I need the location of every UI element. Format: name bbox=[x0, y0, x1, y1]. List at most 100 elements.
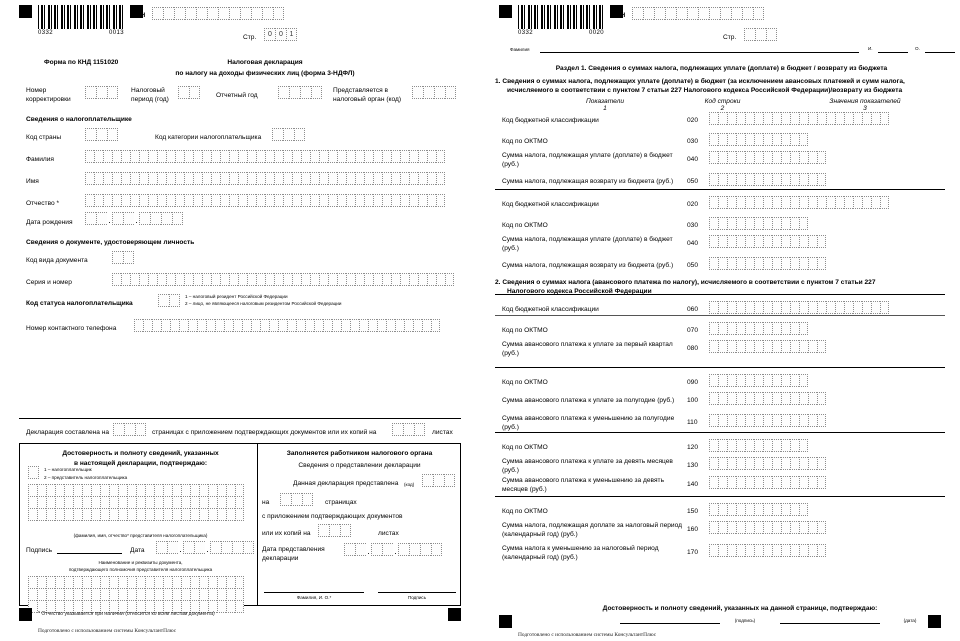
auth-doc-cell[interactable] bbox=[91, 600, 100, 613]
indicator-value-cell[interactable] bbox=[754, 322, 763, 335]
submit-year-cell[interactable] bbox=[409, 543, 420, 556]
date-day-cell[interactable] bbox=[167, 541, 178, 554]
indicator-value-cell[interactable] bbox=[763, 322, 772, 335]
signature-line[interactable] bbox=[57, 553, 122, 554]
surname-cell[interactable] bbox=[427, 150, 436, 163]
indicator-value-cell[interactable] bbox=[781, 457, 790, 470]
indicator-value-cell[interactable] bbox=[772, 235, 781, 248]
authority-cell[interactable] bbox=[445, 86, 456, 99]
indicator-value-cell[interactable] bbox=[790, 257, 799, 270]
indicator-value-cell[interactable] bbox=[754, 521, 763, 534]
page-cell[interactable] bbox=[755, 28, 766, 41]
phone-cell[interactable] bbox=[242, 319, 251, 332]
indicator-value-cell[interactable] bbox=[718, 476, 727, 489]
indicator-value-cell[interactable] bbox=[826, 301, 835, 314]
phone-cell[interactable] bbox=[179, 319, 188, 332]
auth-doc-cell[interactable] bbox=[127, 600, 136, 613]
first-name-cell[interactable] bbox=[400, 172, 409, 185]
indicator-value-cell[interactable] bbox=[754, 414, 763, 427]
indicator-value-cell[interactable] bbox=[754, 503, 763, 516]
representative-fio-cell[interactable] bbox=[163, 508, 172, 521]
indicator-value-cell[interactable] bbox=[817, 476, 826, 489]
first-name-cell[interactable] bbox=[436, 172, 445, 185]
indicator-value-cell[interactable] bbox=[817, 235, 826, 248]
submitted-code-cell[interactable] bbox=[444, 474, 455, 487]
indicator-value-cell[interactable] bbox=[817, 112, 826, 125]
auth-doc-cell[interactable] bbox=[163, 600, 172, 613]
inn-cell[interactable] bbox=[720, 7, 731, 20]
patronymic-cell[interactable] bbox=[229, 194, 238, 207]
indicator-value-cell[interactable] bbox=[745, 457, 754, 470]
inn-cell[interactable] bbox=[687, 7, 698, 20]
page-number-input[interactable] bbox=[744, 28, 777, 41]
surname-cell[interactable] bbox=[238, 150, 247, 163]
auth-doc-cell[interactable] bbox=[82, 600, 91, 613]
surname-cell[interactable] bbox=[148, 150, 157, 163]
indicator-value-cell[interactable] bbox=[745, 340, 754, 353]
document-number-cell[interactable] bbox=[175, 273, 184, 286]
indicator-value-cell[interactable] bbox=[808, 340, 817, 353]
representative-fio-cell[interactable] bbox=[100, 508, 109, 521]
document-number-cell[interactable] bbox=[157, 273, 166, 286]
indicator-value-cell[interactable] bbox=[799, 439, 808, 452]
first-name-cell[interactable] bbox=[175, 172, 184, 185]
indicator-value-cell[interactable] bbox=[754, 544, 763, 557]
first-name-cell[interactable] bbox=[355, 172, 364, 185]
birth-day-cell[interactable] bbox=[96, 212, 107, 225]
page-cell[interactable] bbox=[744, 28, 755, 41]
surname-cell[interactable] bbox=[355, 150, 364, 163]
surname-cell[interactable] bbox=[157, 150, 166, 163]
country-cell[interactable] bbox=[107, 128, 118, 141]
indicator-value-cell[interactable] bbox=[709, 457, 718, 470]
auth-doc-cell[interactable] bbox=[28, 600, 37, 613]
page-cell[interactable]: 0 bbox=[275, 28, 286, 41]
patronymic-cell[interactable] bbox=[364, 194, 373, 207]
birth-day-cell[interactable] bbox=[85, 212, 96, 225]
indicator-value-cell[interactable] bbox=[709, 217, 718, 230]
indicator-value-cell[interactable] bbox=[853, 301, 862, 314]
indicator-value-input[interactable] bbox=[709, 257, 826, 270]
submit-year-cell[interactable] bbox=[398, 543, 409, 556]
patronymic-cell[interactable] bbox=[94, 194, 103, 207]
indicator-value-cell[interactable] bbox=[880, 301, 889, 314]
indicator-value-cell[interactable] bbox=[745, 374, 754, 387]
correction-cell[interactable] bbox=[85, 86, 96, 99]
phone-cell[interactable] bbox=[413, 319, 422, 332]
indicator-value-cell[interactable] bbox=[718, 374, 727, 387]
patronymic-cell[interactable] bbox=[409, 194, 418, 207]
representative-fio-cell[interactable] bbox=[46, 508, 55, 521]
indicator-value-input[interactable] bbox=[709, 133, 808, 146]
indicator-value-cell[interactable] bbox=[745, 257, 754, 270]
indicator-value-cell[interactable] bbox=[772, 173, 781, 186]
phone-cell[interactable] bbox=[422, 319, 431, 332]
first-name-cell[interactable] bbox=[148, 172, 157, 185]
indicator-value-cell[interactable] bbox=[718, 173, 727, 186]
indicator-value-cell[interactable] bbox=[709, 151, 718, 164]
indicator-value-cell[interactable] bbox=[754, 457, 763, 470]
indicator-value-cell[interactable] bbox=[871, 196, 880, 209]
indicator-value-input[interactable] bbox=[709, 301, 889, 314]
tax-period-cell[interactable] bbox=[189, 86, 200, 99]
first-name-cell[interactable] bbox=[310, 172, 319, 185]
inn-cell[interactable] bbox=[163, 7, 174, 20]
indicator-value-cell[interactable] bbox=[754, 235, 763, 248]
document-number-cell[interactable] bbox=[139, 273, 148, 286]
document-number-cell[interactable] bbox=[364, 273, 373, 286]
phone-cell[interactable] bbox=[188, 319, 197, 332]
indicator-value-input[interactable] bbox=[709, 340, 826, 353]
document-number-cell[interactable] bbox=[445, 273, 454, 286]
indicator-value-cell[interactable] bbox=[826, 196, 835, 209]
indicator-value-cell[interactable] bbox=[799, 151, 808, 164]
indicator-value-cell[interactable] bbox=[763, 392, 772, 405]
phone-cell[interactable] bbox=[431, 319, 440, 332]
indicator-value-cell[interactable] bbox=[718, 322, 727, 335]
document-number-cell[interactable] bbox=[211, 273, 220, 286]
indicator-value-cell[interactable] bbox=[853, 196, 862, 209]
indicator-value-cell[interactable] bbox=[781, 544, 790, 557]
indicator-value-cell[interactable] bbox=[709, 503, 718, 516]
authority-cell[interactable] bbox=[412, 86, 423, 99]
indicator-value-cell[interactable] bbox=[763, 151, 772, 164]
indicator-value-cell[interactable] bbox=[772, 257, 781, 270]
indicator-value-cell[interactable] bbox=[745, 217, 754, 230]
indicator-value-cell[interactable] bbox=[772, 133, 781, 146]
